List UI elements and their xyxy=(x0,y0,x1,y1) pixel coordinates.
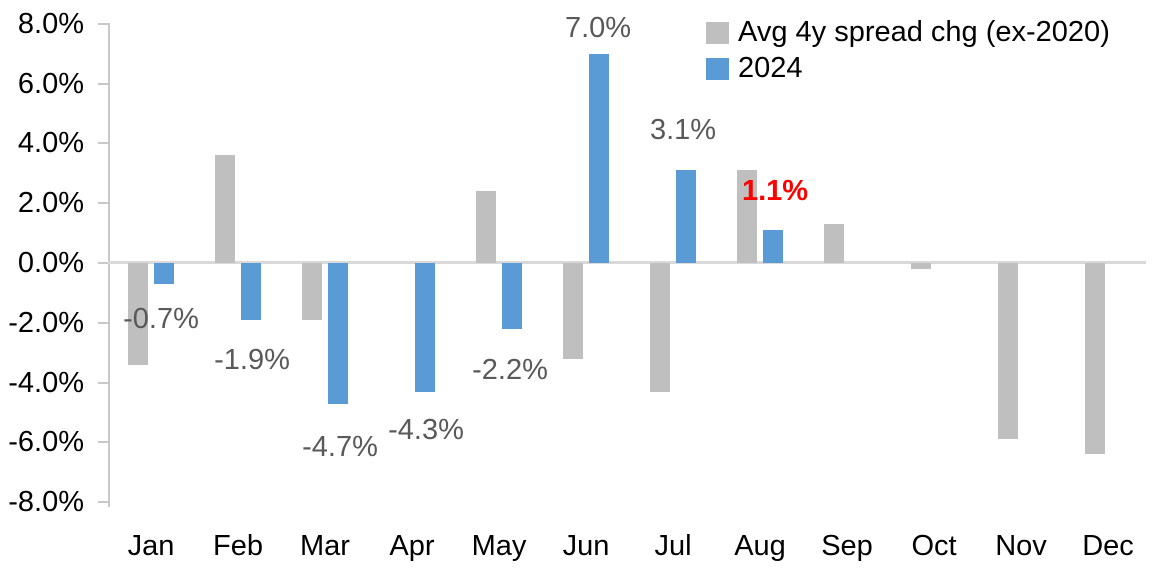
bar-2024-feb xyxy=(241,263,261,320)
bar-2024-mar xyxy=(328,263,348,404)
bar-avg-mar xyxy=(302,263,322,320)
y-axis-tick xyxy=(98,142,110,144)
data-label-aug: 1.1% xyxy=(741,175,809,207)
y-axis-tick xyxy=(98,262,110,264)
legend-label: Avg 4y spread chg (ex-2020) xyxy=(738,16,1110,48)
legend-item-avg: Avg 4y spread chg (ex-2020) xyxy=(706,16,1110,49)
y-axis-tick xyxy=(98,322,110,324)
x-axis-label-oct: Oct xyxy=(911,530,957,562)
y-axis-label: -2.0% xyxy=(8,307,84,339)
x-axis-label-feb: Feb xyxy=(213,530,263,562)
bar-avg-jul xyxy=(650,263,670,392)
x-axis-label-sep: Sep xyxy=(821,530,873,562)
x-axis-label-nov: Nov xyxy=(995,530,1047,562)
x-axis-label-mar: Mar xyxy=(300,530,350,562)
bar-2024-aug xyxy=(763,230,783,263)
bar-2024-may xyxy=(502,263,522,329)
y-axis-label: -4.0% xyxy=(8,367,84,399)
y-axis-tick xyxy=(98,382,110,384)
y-axis-label: 8.0% xyxy=(17,8,84,40)
data-label-apr: -4.3% xyxy=(388,414,464,446)
legend: Avg 4y spread chg (ex-2020) 2024 xyxy=(706,16,1110,85)
y-axis-tick xyxy=(98,441,110,443)
bar-avg-aug xyxy=(737,170,757,263)
bar-2024-apr xyxy=(415,263,435,392)
y-axis-label: -6.0% xyxy=(8,426,84,458)
data-label-jun: 7.0% xyxy=(564,12,632,44)
bar-avg-sep xyxy=(824,224,844,263)
x-axis-label-jun: Jun xyxy=(562,530,610,562)
x-axis-label-jan: Jan xyxy=(127,530,175,562)
legend-swatch-icon xyxy=(706,57,729,80)
y-axis-label: -8.0% xyxy=(8,486,84,518)
zero-gridline xyxy=(108,261,1146,264)
bar-avg-feb xyxy=(215,155,235,263)
bar-2024-jun xyxy=(589,54,609,263)
y-axis-tick xyxy=(98,501,110,503)
bar-avg-jun xyxy=(563,263,583,359)
bar-avg-jan xyxy=(128,263,148,365)
data-label-feb: -1.9% xyxy=(214,344,290,376)
x-axis-label-jul: Jul xyxy=(654,530,692,562)
y-axis-label: 0.0% xyxy=(17,247,84,279)
x-axis-label-aug: Aug xyxy=(734,530,786,562)
bar-avg-oct xyxy=(911,263,931,269)
data-label-jan: -0.7% xyxy=(123,303,199,335)
y-axis-tick xyxy=(98,83,110,85)
legend-label: 2024 xyxy=(738,52,803,84)
bar-2024-jan xyxy=(154,263,174,284)
x-axis-label-dec: Dec xyxy=(1082,530,1134,562)
bar-avg-dec xyxy=(1085,263,1105,454)
data-label-may: -2.2% xyxy=(472,354,548,386)
data-label-jul: 3.1% xyxy=(649,114,717,146)
bar-2024-jul xyxy=(676,170,696,263)
y-axis-tick xyxy=(98,23,110,25)
data-label-mar: -4.7% xyxy=(302,431,378,463)
x-axis-label-may: May xyxy=(471,530,527,562)
y-axis-label: 2.0% xyxy=(17,187,84,219)
y-axis-line xyxy=(108,23,110,507)
legend-swatch-icon xyxy=(706,21,729,44)
bar-avg-may xyxy=(476,191,496,263)
legend-item-2024: 2024 xyxy=(706,52,1110,85)
bar-avg-nov xyxy=(998,263,1018,439)
y-axis-label: 6.0% xyxy=(17,68,84,100)
y-axis-tick xyxy=(98,202,110,204)
y-axis-label: 4.0% xyxy=(17,127,84,159)
x-axis-label-apr: Apr xyxy=(389,530,435,562)
